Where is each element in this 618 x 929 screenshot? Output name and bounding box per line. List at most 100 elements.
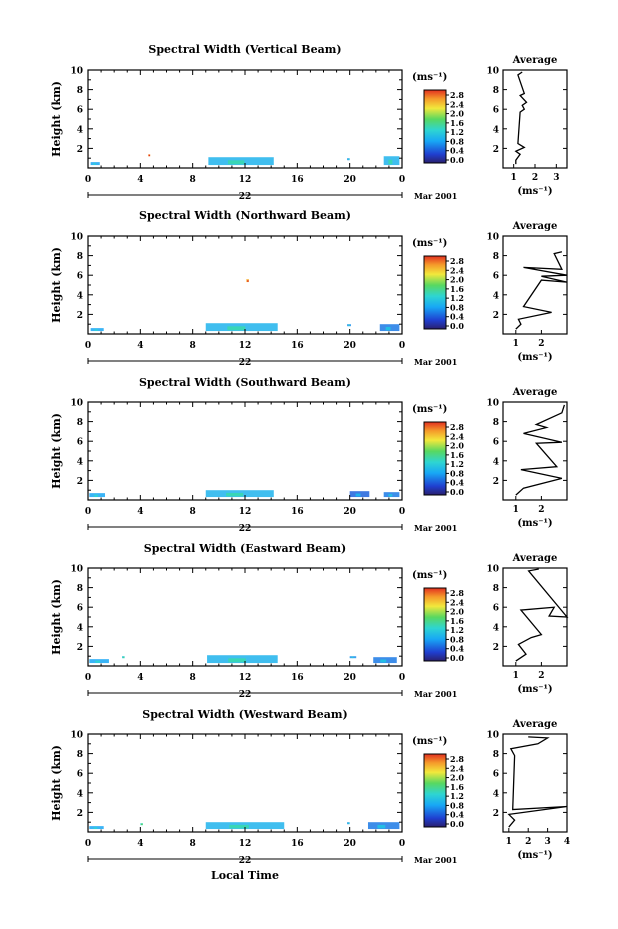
average-y-tick-label: 2 (493, 145, 499, 155)
colorbar-unit: (ms⁻¹) (412, 570, 447, 581)
y-tick-label: 10 (70, 67, 83, 77)
y-tick-label: 6 (77, 106, 83, 116)
colorbar-tick-label: 1.2 (450, 293, 464, 303)
average-x-tick-label: 2 (538, 339, 544, 349)
echo-region-core (228, 658, 246, 663)
y-tick-label: 4 (77, 125, 83, 135)
y-tick-label: 4 (77, 789, 83, 799)
average-x-label: (ms⁻¹) (517, 684, 552, 695)
y-axis: 2 4 6 8 10 (70, 399, 402, 491)
colorbar (423, 255, 447, 330)
y-axis: 2 4 6 8 10 (70, 731, 402, 823)
colorbar-tick-label: 0.0 (450, 155, 464, 165)
average-title: Average (512, 55, 558, 66)
echo-region-core (380, 659, 387, 663)
average-y-tick-label: 4 (493, 125, 499, 135)
colorbar (423, 587, 447, 662)
average-x-tick-label: 2 (525, 837, 531, 847)
average-x-label: (ms⁻¹) (517, 186, 552, 197)
y-tick-label: 6 (77, 604, 83, 614)
x-tick-label: 20 (343, 673, 356, 683)
colorbar-tick-label: 2.0 (450, 607, 464, 617)
x-tick-label: 12 (239, 341, 252, 351)
heatmap-cells (89, 490, 400, 498)
heatmap-cells (90, 154, 400, 166)
colorbar-tick-label: 0.8 (450, 302, 464, 312)
x-tick-label: 16 (291, 507, 304, 517)
y-tick-label: 4 (77, 457, 83, 467)
x-tick-label: 4 (137, 673, 143, 683)
echo-region-core (377, 824, 386, 829)
average-y-tick-label: 6 (493, 770, 499, 780)
average-y-tick-label: 2 (493, 477, 499, 487)
colorbar-tick-label: 2.0 (450, 275, 464, 285)
day-label: 22 (239, 358, 252, 368)
colorbar-tick-label: 2.4 (450, 597, 464, 607)
echo-region-core (93, 827, 98, 829)
panel-5: Spectral Width (Westward Beam)246810Heig… (50, 708, 570, 866)
average-x-tick-label: 2 (538, 671, 544, 681)
colorbar-tick-label: 1.6 (450, 284, 464, 294)
average-x-tick-label: 1 (513, 339, 519, 349)
panel-2: Spectral Width (Northward Beam)246810Hei… (50, 209, 568, 368)
echo-region-core (227, 160, 245, 165)
average-y-tick-label: 10 (486, 233, 499, 243)
y-tick-label: 6 (77, 272, 83, 282)
month-label: Mar 2001 (414, 689, 457, 699)
average-frame (502, 401, 568, 501)
average-x-tick-label: 4 (564, 837, 570, 847)
x-tick-label: 16 (291, 175, 304, 185)
x-tick-label: 12 (239, 507, 252, 517)
y-tick-label: 8 (77, 252, 83, 262)
average-profile-line (515, 568, 569, 662)
average-x-label: (ms⁻¹) (517, 850, 552, 861)
echo-region-core (94, 329, 98, 331)
day-label: 22 (239, 192, 252, 202)
echo-region-core (355, 493, 361, 497)
colorbar-unit: (ms⁻¹) (412, 238, 447, 249)
echo-region-core (141, 823, 143, 826)
x-tick-label: 0 (399, 507, 405, 517)
colorbar (423, 89, 447, 164)
y-tick-label: 4 (77, 291, 83, 301)
x-tick-label: 4 (137, 839, 143, 849)
y-axis: 2 4 6 8 10 (70, 67, 402, 159)
x-tick-label: 0 (399, 839, 405, 849)
day-label: 22 (239, 690, 252, 700)
colorbar-tick-label: 0.4 (450, 312, 464, 322)
average-frame (502, 235, 568, 335)
colorbar-tick-label: 2.8 (450, 256, 464, 266)
y-tick-label: 4 (77, 623, 83, 633)
average-x-tick-label: 1 (506, 837, 512, 847)
x-tick-label: 0 (399, 175, 405, 185)
echo-region-core (385, 326, 391, 331)
x-tick-label: 20 (343, 839, 356, 849)
y-axis: 2 4 6 8 10 (70, 233, 402, 325)
panel-3: Spectral Width (Southward Beam)246810Hei… (50, 376, 568, 534)
y-axis-label: Height (km) (50, 81, 63, 157)
echo-region-core (95, 660, 101, 663)
day-label: 22 (239, 856, 252, 866)
echo-region-core (388, 159, 393, 165)
average-x-label: (ms⁻¹) (517, 352, 552, 363)
day-label: 22 (239, 524, 252, 534)
colorbar-tick-label: 0.0 (450, 321, 464, 331)
average-x-tick-label: 1 (513, 671, 519, 681)
echo-region-core (247, 280, 249, 282)
plot-frame (87, 235, 403, 335)
colorbar-tick-label: 0.8 (450, 800, 464, 810)
x-tick-label: 20 (343, 175, 356, 185)
x-tick-label: 20 (343, 507, 356, 517)
panel-title: Spectral Width (Southward Beam) (139, 376, 351, 389)
colorbar-tick-label: 0.8 (450, 634, 464, 644)
echo-region-core (148, 154, 151, 157)
echo-region-core (94, 494, 98, 497)
y-tick-label: 8 (77, 584, 83, 594)
average-x-tick-label: 2 (538, 505, 544, 515)
y-tick-label: 8 (77, 418, 83, 428)
average-y-tick-label: 8 (493, 252, 499, 262)
colorbar-tick-label: 2.4 (450, 99, 464, 109)
panel-title: Spectral Width (Vertical Beam) (148, 43, 341, 56)
colorbar-tick-label: 1.6 (450, 616, 464, 626)
